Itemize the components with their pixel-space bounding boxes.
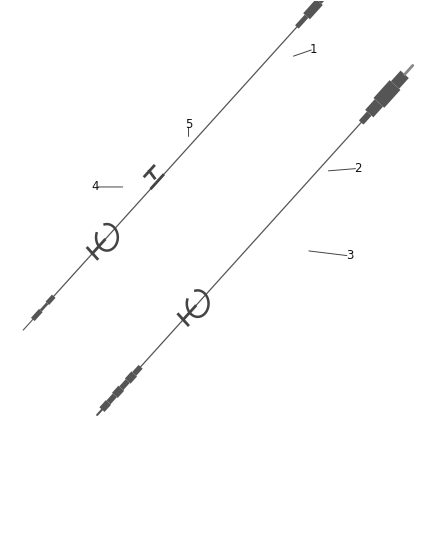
- Text: 3: 3: [346, 249, 353, 262]
- Text: 1: 1: [310, 43, 318, 55]
- Text: 2: 2: [354, 162, 362, 175]
- Text: 5: 5: [185, 118, 192, 131]
- Text: 4: 4: [91, 181, 99, 193]
